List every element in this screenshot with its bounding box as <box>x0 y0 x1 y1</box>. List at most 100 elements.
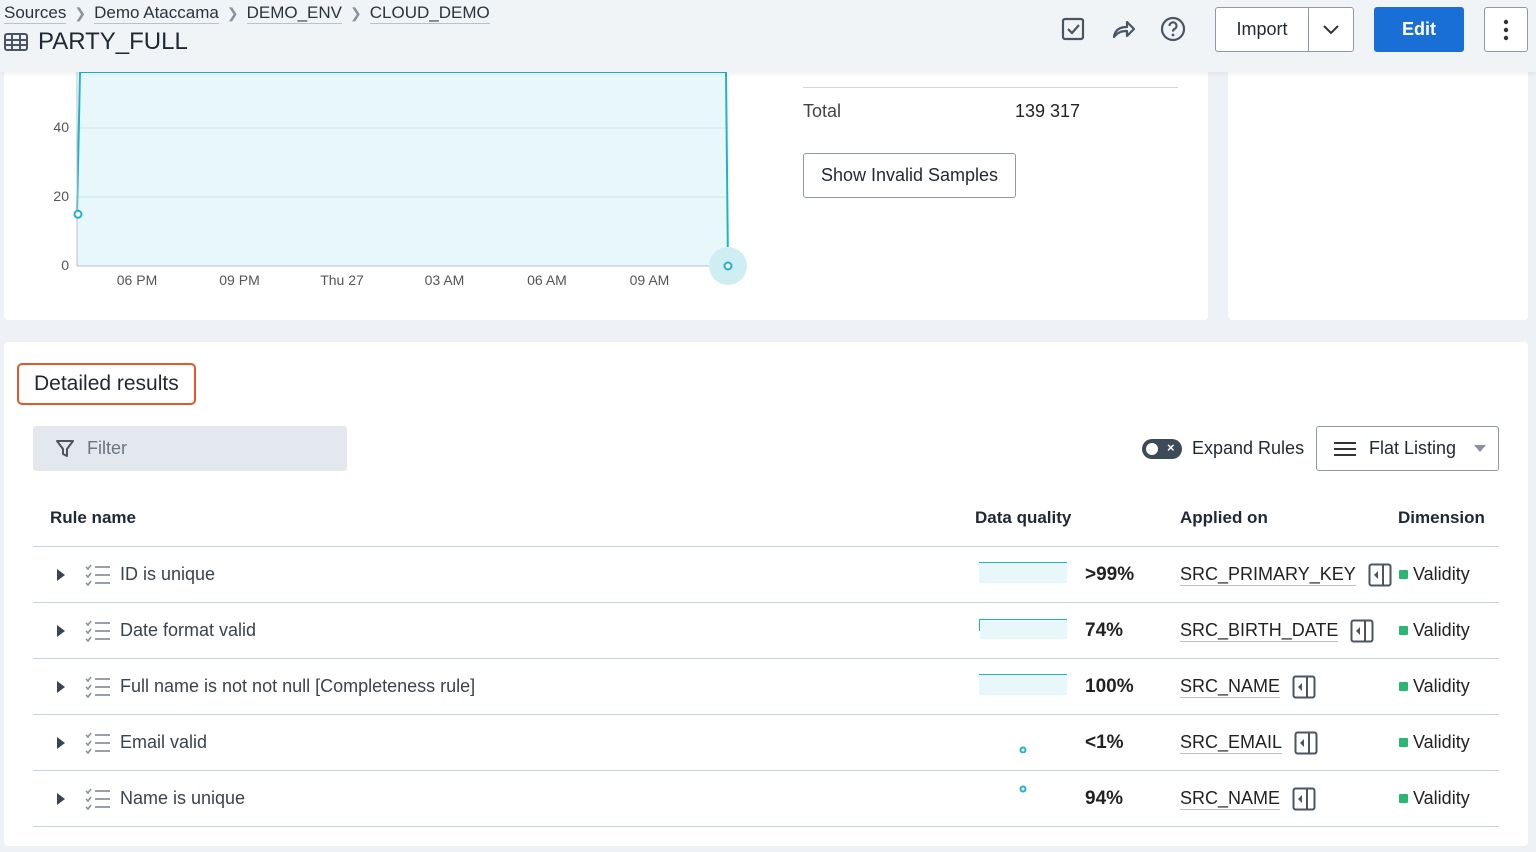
chevron-right-icon: ❯ <box>74 5 87 21</box>
table-row[interactable]: Date format valid 74% SRC_BIRTH_DATE Val… <box>33 603 1499 659</box>
rule-name[interactable]: Name is unique <box>120 788 246 808</box>
status-square-icon <box>1399 682 1408 691</box>
dimension-badge: Validity <box>1399 564 1470 585</box>
column-panel-icon[interactable] <box>1294 731 1318 755</box>
expand-caret-icon[interactable] <box>57 793 65 805</box>
expand-caret-icon[interactable] <box>57 569 65 581</box>
x-tick-label: 09 PM <box>219 272 260 288</box>
page-title: PARTY_FULL <box>4 28 188 56</box>
data-quality-value: >99% <box>1085 564 1135 585</box>
filter-input[interactable]: Filter <box>33 426 347 471</box>
filter-icon <box>56 439 74 457</box>
show-invalid-samples-button[interactable]: Show Invalid Samples <box>803 153 1016 198</box>
quality-trend-chart <box>73 71 747 285</box>
quality-sparkline <box>979 619 1067 639</box>
status-square-icon <box>1399 626 1408 635</box>
rule-list-icon <box>85 788 110 811</box>
expand-rules-toggle[interactable]: × <box>1142 439 1182 459</box>
column-header-data-quality[interactable]: Data quality <box>975 508 1072 527</box>
expand-rules-label: Expand Rules <box>1192 438 1305 458</box>
series-line <box>76 71 729 267</box>
share-icon[interactable] <box>1108 14 1138 44</box>
rule-list-icon <box>85 564 110 587</box>
expand-caret-icon[interactable] <box>57 625 65 637</box>
x-tick-label: 03 AM <box>424 272 465 288</box>
y-tick-label: 0 <box>61 257 69 273</box>
status-square-icon <box>1399 738 1408 747</box>
data-quality-value: <1% <box>1085 732 1124 753</box>
data-quality-value: 74% <box>1085 620 1124 641</box>
rule-list-icon <box>85 732 110 755</box>
breadcrumb: Sources ❯ Demo Ataccama ❯ DEMO_ENV ❯ CLOUD_… <box>4 3 490 24</box>
table-row[interactable]: Full name is not not null [Completeness … <box>33 659 1499 715</box>
rule-name[interactable]: Email valid <box>120 732 208 752</box>
column-panel-icon[interactable] <box>1292 787 1316 811</box>
x-tick-label: 06 AM <box>527 272 567 288</box>
column-header-dimension[interactable]: Dimension <box>1398 508 1485 527</box>
applied-on-link[interactable]: SRC_NAME <box>1180 788 1281 810</box>
rule-name[interactable]: Date format valid <box>120 620 257 640</box>
list-icon <box>1334 441 1356 456</box>
quality-sparkline <box>1019 746 1027 753</box>
page-header: Sources ❯ Demo Ataccama ❯ DEMO_ENV ❯ CLOUD_… <box>0 0 1536 72</box>
status-square-icon <box>1399 570 1408 579</box>
series-area <box>77 72 728 266</box>
column-header-applied-on[interactable]: Applied on <box>1180 508 1268 527</box>
applied-on-link[interactable]: SRC_PRIMARY_KEY <box>1180 564 1356 586</box>
quality-sparkline <box>979 562 1067 583</box>
chevron-right-icon: ❯ <box>226 5 239 21</box>
chevron-right-icon: ❯ <box>350 5 362 21</box>
column-panel-icon[interactable] <box>1350 619 1374 643</box>
data-quality-value: 100% <box>1085 676 1134 697</box>
dimension-badge: Validity <box>1399 788 1470 809</box>
breadcrumb-demo-env[interactable]: DEMO_ENV <box>246 3 342 24</box>
x-tick-label: 06 PM <box>116 272 158 288</box>
dimension-badge: Validity <box>1399 676 1470 697</box>
rule-list-icon <box>85 676 110 699</box>
caret-down-icon <box>1474 445 1487 452</box>
table-row[interactable]: Email valid <1% SRC_EMAIL Validity <box>33 715 1499 771</box>
rule-name[interactable]: Full name is not not null [Completeness … <box>120 676 476 696</box>
dimension-badge: Validity <box>1399 732 1470 753</box>
help-icon[interactable] <box>1158 14 1188 44</box>
close-icon: × <box>1167 440 1175 455</box>
divider <box>803 87 1178 88</box>
x-tick-label: 09 AM <box>629 272 670 288</box>
expand-caret-icon[interactable] <box>57 681 65 693</box>
breadcrumb-demo-ataccama[interactable]: Demo Ataccama <box>94 3 219 24</box>
import-dropdown-button[interactable] <box>1308 7 1354 52</box>
listing-mode-dropdown[interactable]: Flat Listing <box>1316 426 1499 471</box>
applied-on-link[interactable]: SRC_NAME <box>1180 676 1281 698</box>
column-panel-icon[interactable] <box>1292 675 1316 699</box>
table-icon <box>4 33 28 51</box>
rule-name[interactable]: ID is unique <box>120 564 216 584</box>
data-point[interactable] <box>73 209 83 219</box>
expand-caret-icon[interactable] <box>57 737 65 749</box>
import-button[interactable]: Import <box>1215 7 1309 52</box>
data-quality-value: 94% <box>1085 788 1124 809</box>
x-tick-label: Thu 27 <box>320 272 364 288</box>
applied-on-link[interactable]: SRC_BIRTH_DATE <box>1180 620 1339 642</box>
checkbox-icon[interactable] <box>1058 14 1088 44</box>
total-value: 139 317 <box>1015 101 1081 121</box>
table-row[interactable]: ID is unique >99% SRC_PRIMARY_KEY Validi… <box>33 547 1499 603</box>
chevron-down-icon <box>1323 24 1339 34</box>
more-options-button[interactable] <box>1484 7 1528 52</box>
quality-sparkline <box>979 674 1067 695</box>
breadcrumb-sources[interactable]: Sources <box>4 3 67 24</box>
kebab-menu-icon <box>1503 19 1509 40</box>
applied-on-link[interactable]: SRC_EMAIL <box>1180 732 1283 754</box>
dimension-badge: Validity <box>1399 620 1470 641</box>
column-header-rule-name[interactable]: Rule name <box>50 508 136 527</box>
table-row[interactable]: Name is unique 94% SRC_NAME Validity <box>33 771 1499 827</box>
y-tick-label: 20 <box>53 188 69 204</box>
y-tick-label: 40 <box>53 119 69 135</box>
breadcrumb-cloud-demo[interactable]: CLOUD_DEMO <box>369 3 490 24</box>
detailed-results-title: Detailed results <box>17 363 196 405</box>
quality-sparkline <box>1019 785 1027 793</box>
edit-button[interactable]: Edit <box>1374 7 1464 52</box>
column-panel-icon[interactable] <box>1368 563 1392 587</box>
side-card <box>1228 40 1528 320</box>
total-label: Total <box>803 101 842 121</box>
data-point[interactable] <box>723 261 733 271</box>
